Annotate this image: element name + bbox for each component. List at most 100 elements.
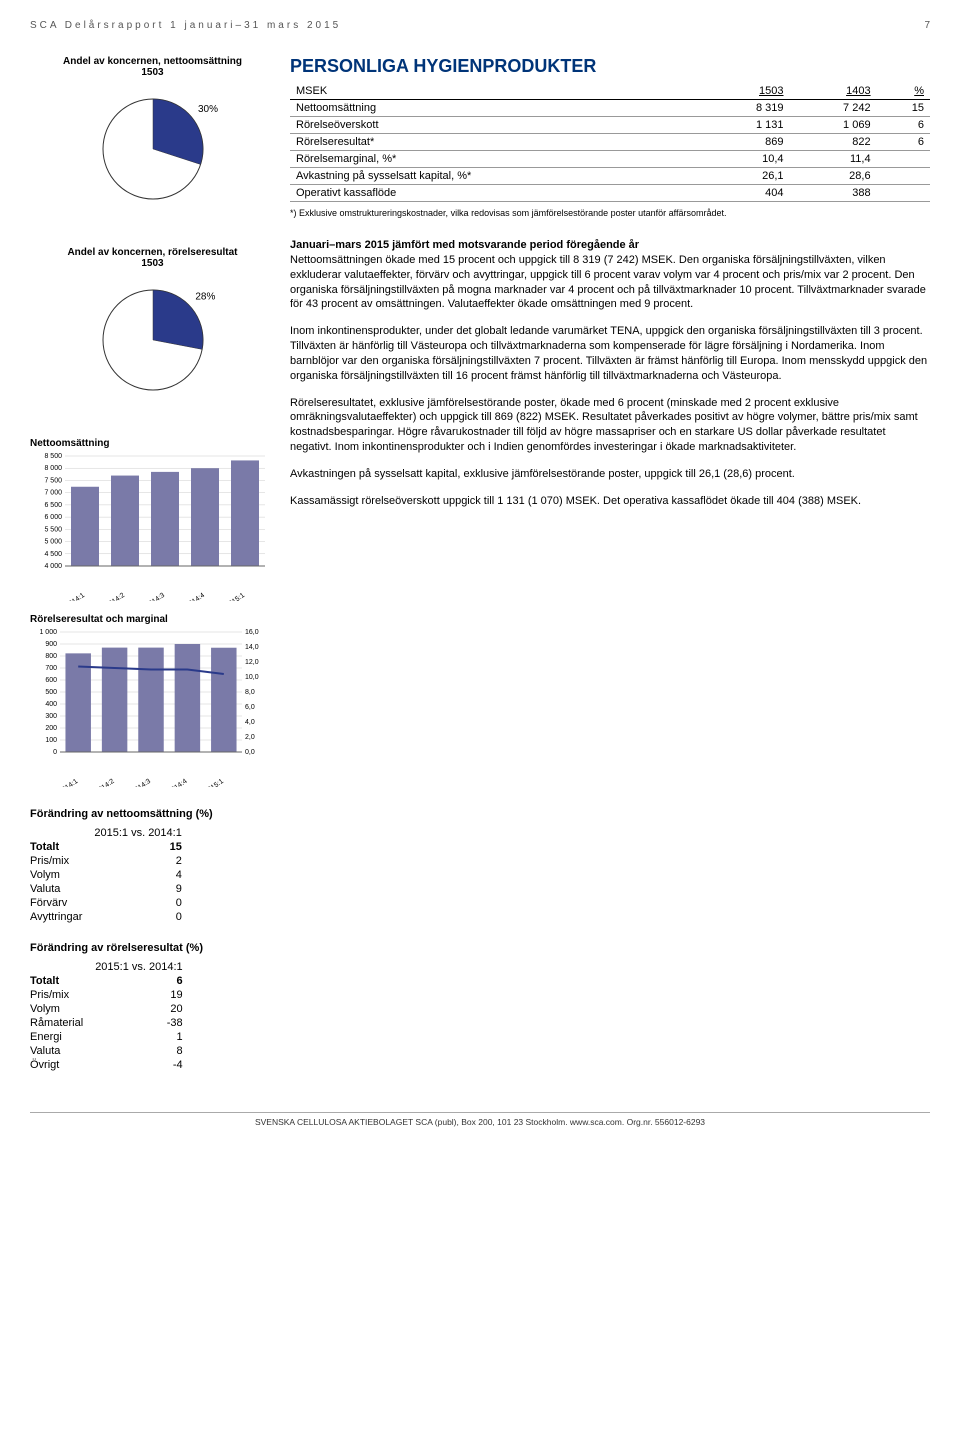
svg-text:4 500: 4 500	[44, 551, 62, 558]
table-row: Övrigt-4	[30, 1058, 195, 1072]
section-title: PERSONLIGA HYGIENPRODUKTER	[290, 56, 930, 77]
table-cell: 7 242	[790, 100, 877, 117]
table-cell: 6	[95, 974, 194, 988]
table-cell: -38	[95, 1016, 194, 1030]
bar-chart-title: Nettoomsättning	[30, 438, 275, 449]
table-cell: 4	[94, 868, 193, 882]
para-5: Kassamässigt rörelseöverskott uppgick ti…	[290, 494, 930, 509]
table-cell: 26,1	[702, 168, 789, 185]
svg-text:200: 200	[45, 725, 57, 732]
svg-text:2014:1: 2014:1	[58, 778, 80, 787]
svg-text:7 500: 7 500	[44, 477, 62, 484]
table-cell: Avyttringar	[30, 910, 94, 924]
table-row: Totalt15	[30, 840, 194, 854]
body-text: Januari–mars 2015 jämfört med motsvarand…	[290, 238, 930, 509]
para-head: Januari–mars 2015 jämfört med motsvarand…	[290, 239, 639, 251]
svg-text:12,0: 12,0	[245, 659, 259, 666]
svg-text:1 000: 1 000	[39, 629, 57, 636]
svg-text:7 000: 7 000	[44, 490, 62, 497]
table-cell: 822	[790, 134, 877, 151]
left-column: Andel av koncernen, nettoomsättning 1503…	[30, 56, 290, 790]
svg-text:500: 500	[45, 689, 57, 696]
pie2-chart: 28%	[30, 275, 275, 408]
table-row: Nettoomsättning8 3197 24215	[290, 100, 930, 117]
svg-text:2015:1: 2015:1	[203, 778, 225, 787]
table-row: Volym20	[30, 1002, 195, 1016]
table-cell: Volym	[30, 1002, 95, 1016]
svg-text:6 000: 6 000	[44, 514, 62, 521]
table-cell: 0	[94, 896, 193, 910]
table-cell	[877, 151, 930, 168]
pie2-title-l2: 1503	[141, 258, 163, 269]
table-row: Råmaterial-38	[30, 1016, 195, 1030]
svg-text:28%: 28%	[195, 292, 215, 303]
svg-text:6 500: 6 500	[44, 502, 62, 509]
table-cell: Nettoomsättning	[290, 100, 702, 117]
table-cell: 0	[94, 910, 193, 924]
svg-text:4,0: 4,0	[245, 719, 255, 726]
right-column: PERSONLIGA HYGIENPRODUKTER MSEK15031403%…	[290, 56, 930, 790]
combo-chart: 01002003004005006007008009001 0000,02,04…	[30, 627, 270, 787]
svg-text:300: 300	[45, 713, 57, 720]
change-sales-title: Förändring av nettoomsättning (%)	[30, 808, 330, 820]
svg-text:5 500: 5 500	[44, 526, 62, 533]
svg-text:2015:1: 2015:1	[225, 592, 247, 601]
para-1-text: Nettoomsättningen ökade med 15 procent o…	[290, 254, 926, 311]
table-cell: Energi	[30, 1030, 95, 1044]
table-cell: Totalt	[30, 840, 94, 854]
table-cell: Övrigt	[30, 1058, 95, 1072]
table-row: Valuta8	[30, 1044, 195, 1058]
pie1-title: Andel av koncernen, nettoomsättning 1503	[30, 56, 275, 78]
pie2-title: Andel av koncernen, rörelseresultat 1503	[30, 247, 275, 269]
change-tables: Förändring av nettoomsättning (%) 2015:1…	[30, 808, 330, 1072]
para-3: Rörelseresultatet, exklusive jämförelses…	[290, 396, 930, 455]
table-cell: 404	[702, 185, 789, 202]
para-2: Inom inkontinensprodukter, under det glo…	[290, 324, 930, 383]
kpi-table: MSEK15031403% Nettoomsättning8 3197 2421…	[290, 83, 930, 202]
table-cell: 388	[790, 185, 877, 202]
pie1-title-l1: Andel av koncernen, nettoomsättning	[63, 56, 242, 67]
svg-text:2014:4: 2014:4	[167, 778, 189, 787]
table-cell: Operativt kassaflöde	[290, 185, 702, 202]
table-cell: 8	[95, 1044, 194, 1058]
svg-text:10,0: 10,0	[245, 674, 259, 681]
doc-title: SCA Delårsrapport 1 januari–31 mars 2015	[30, 20, 341, 31]
change-sales-colhead: 2015:1 vs. 2014:1	[94, 827, 181, 839]
svg-text:2014:2: 2014:2	[94, 778, 116, 787]
table-cell: 8 319	[702, 100, 789, 117]
svg-text:100: 100	[45, 737, 57, 744]
table-cell: 1 131	[702, 117, 789, 134]
document-footer: SVENSKA CELLULOSA AKTIEBOLAGET SCA (publ…	[30, 1112, 930, 1127]
svg-text:600: 600	[45, 677, 57, 684]
table-cell: Förvärv	[30, 896, 94, 910]
change-result-table: 2015:1 vs. 2014:1 Totalt6Pris/mix19Volym…	[30, 960, 195, 1072]
para-4: Avkastningen på sysselsatt kapital, exkl…	[290, 467, 930, 482]
main-layout: Andel av koncernen, nettoomsättning 1503…	[30, 56, 930, 790]
svg-text:2014:1: 2014:1	[65, 592, 87, 601]
kpi-footnote: *) Exklusive omstruktureringskostnader, …	[290, 208, 930, 218]
table-cell	[877, 168, 930, 185]
bar-chart: 4 0004 5005 0005 5006 0006 5007 0007 500…	[30, 451, 270, 601]
svg-text:5 000: 5 000	[44, 539, 62, 546]
svg-text:2014:3: 2014:3	[145, 592, 167, 601]
svg-text:800: 800	[45, 653, 57, 660]
change-result-colhead: 2015:1 vs. 2014:1	[95, 961, 182, 973]
table-row: Totalt6	[30, 974, 195, 988]
kpi-th: 1403	[790, 83, 877, 100]
combo-chart-title: Rörelseresultat och marginal	[30, 614, 275, 625]
table-row: Pris/mix2	[30, 854, 194, 868]
table-cell: 869	[702, 134, 789, 151]
table-cell: Rörelseöverskott	[290, 117, 702, 134]
svg-text:2014:2: 2014:2	[105, 592, 127, 601]
table-cell: 1	[95, 1030, 194, 1044]
table-cell: Valuta	[30, 882, 94, 896]
para-1: Januari–mars 2015 jämfört med motsvarand…	[290, 238, 930, 312]
pie2-title-l1: Andel av koncernen, rörelseresultat	[67, 247, 237, 258]
table-cell: Pris/mix	[30, 854, 94, 868]
table-cell: Valuta	[30, 1044, 95, 1058]
table-cell: Rörelseresultat*	[290, 134, 702, 151]
table-row: Rörelseresultat*8698226	[290, 134, 930, 151]
svg-text:2014:4: 2014:4	[185, 592, 207, 601]
table-cell: Avkastning på sysselsatt kapital, %*	[290, 168, 702, 185]
table-row: Volym4	[30, 868, 194, 882]
